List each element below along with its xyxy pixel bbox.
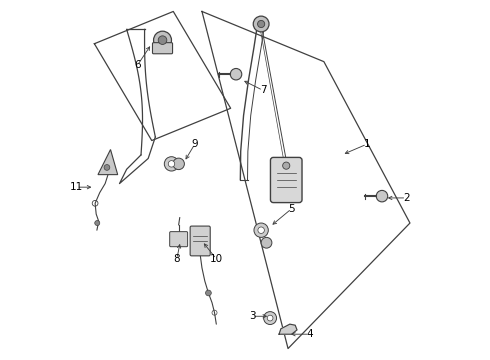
Polygon shape [98, 149, 118, 175]
Text: 3: 3 [249, 311, 255, 321]
Circle shape [95, 221, 100, 226]
Circle shape [104, 165, 110, 170]
Circle shape [168, 161, 175, 167]
Circle shape [376, 190, 388, 202]
Circle shape [264, 312, 276, 324]
FancyBboxPatch shape [270, 157, 302, 203]
Circle shape [173, 158, 184, 170]
Text: 11: 11 [70, 182, 83, 192]
Text: 2: 2 [403, 193, 410, 203]
Circle shape [258, 227, 265, 233]
Text: 4: 4 [306, 329, 313, 339]
Circle shape [261, 237, 272, 248]
Text: 5: 5 [288, 204, 295, 214]
Text: 7: 7 [260, 85, 266, 95]
Circle shape [205, 290, 211, 296]
Text: 8: 8 [173, 254, 180, 264]
Circle shape [153, 31, 172, 49]
Circle shape [253, 16, 269, 32]
FancyBboxPatch shape [190, 226, 210, 256]
Circle shape [230, 68, 242, 80]
Text: 9: 9 [192, 139, 198, 149]
Circle shape [258, 21, 265, 28]
Text: 10: 10 [210, 254, 223, 264]
Circle shape [283, 162, 290, 169]
Circle shape [267, 315, 273, 321]
Text: 6: 6 [134, 60, 141, 70]
FancyBboxPatch shape [170, 231, 188, 247]
Circle shape [164, 157, 179, 171]
FancyBboxPatch shape [152, 42, 172, 54]
Circle shape [254, 223, 269, 237]
Polygon shape [279, 324, 297, 334]
Text: 1: 1 [364, 139, 370, 149]
Circle shape [158, 36, 167, 44]
